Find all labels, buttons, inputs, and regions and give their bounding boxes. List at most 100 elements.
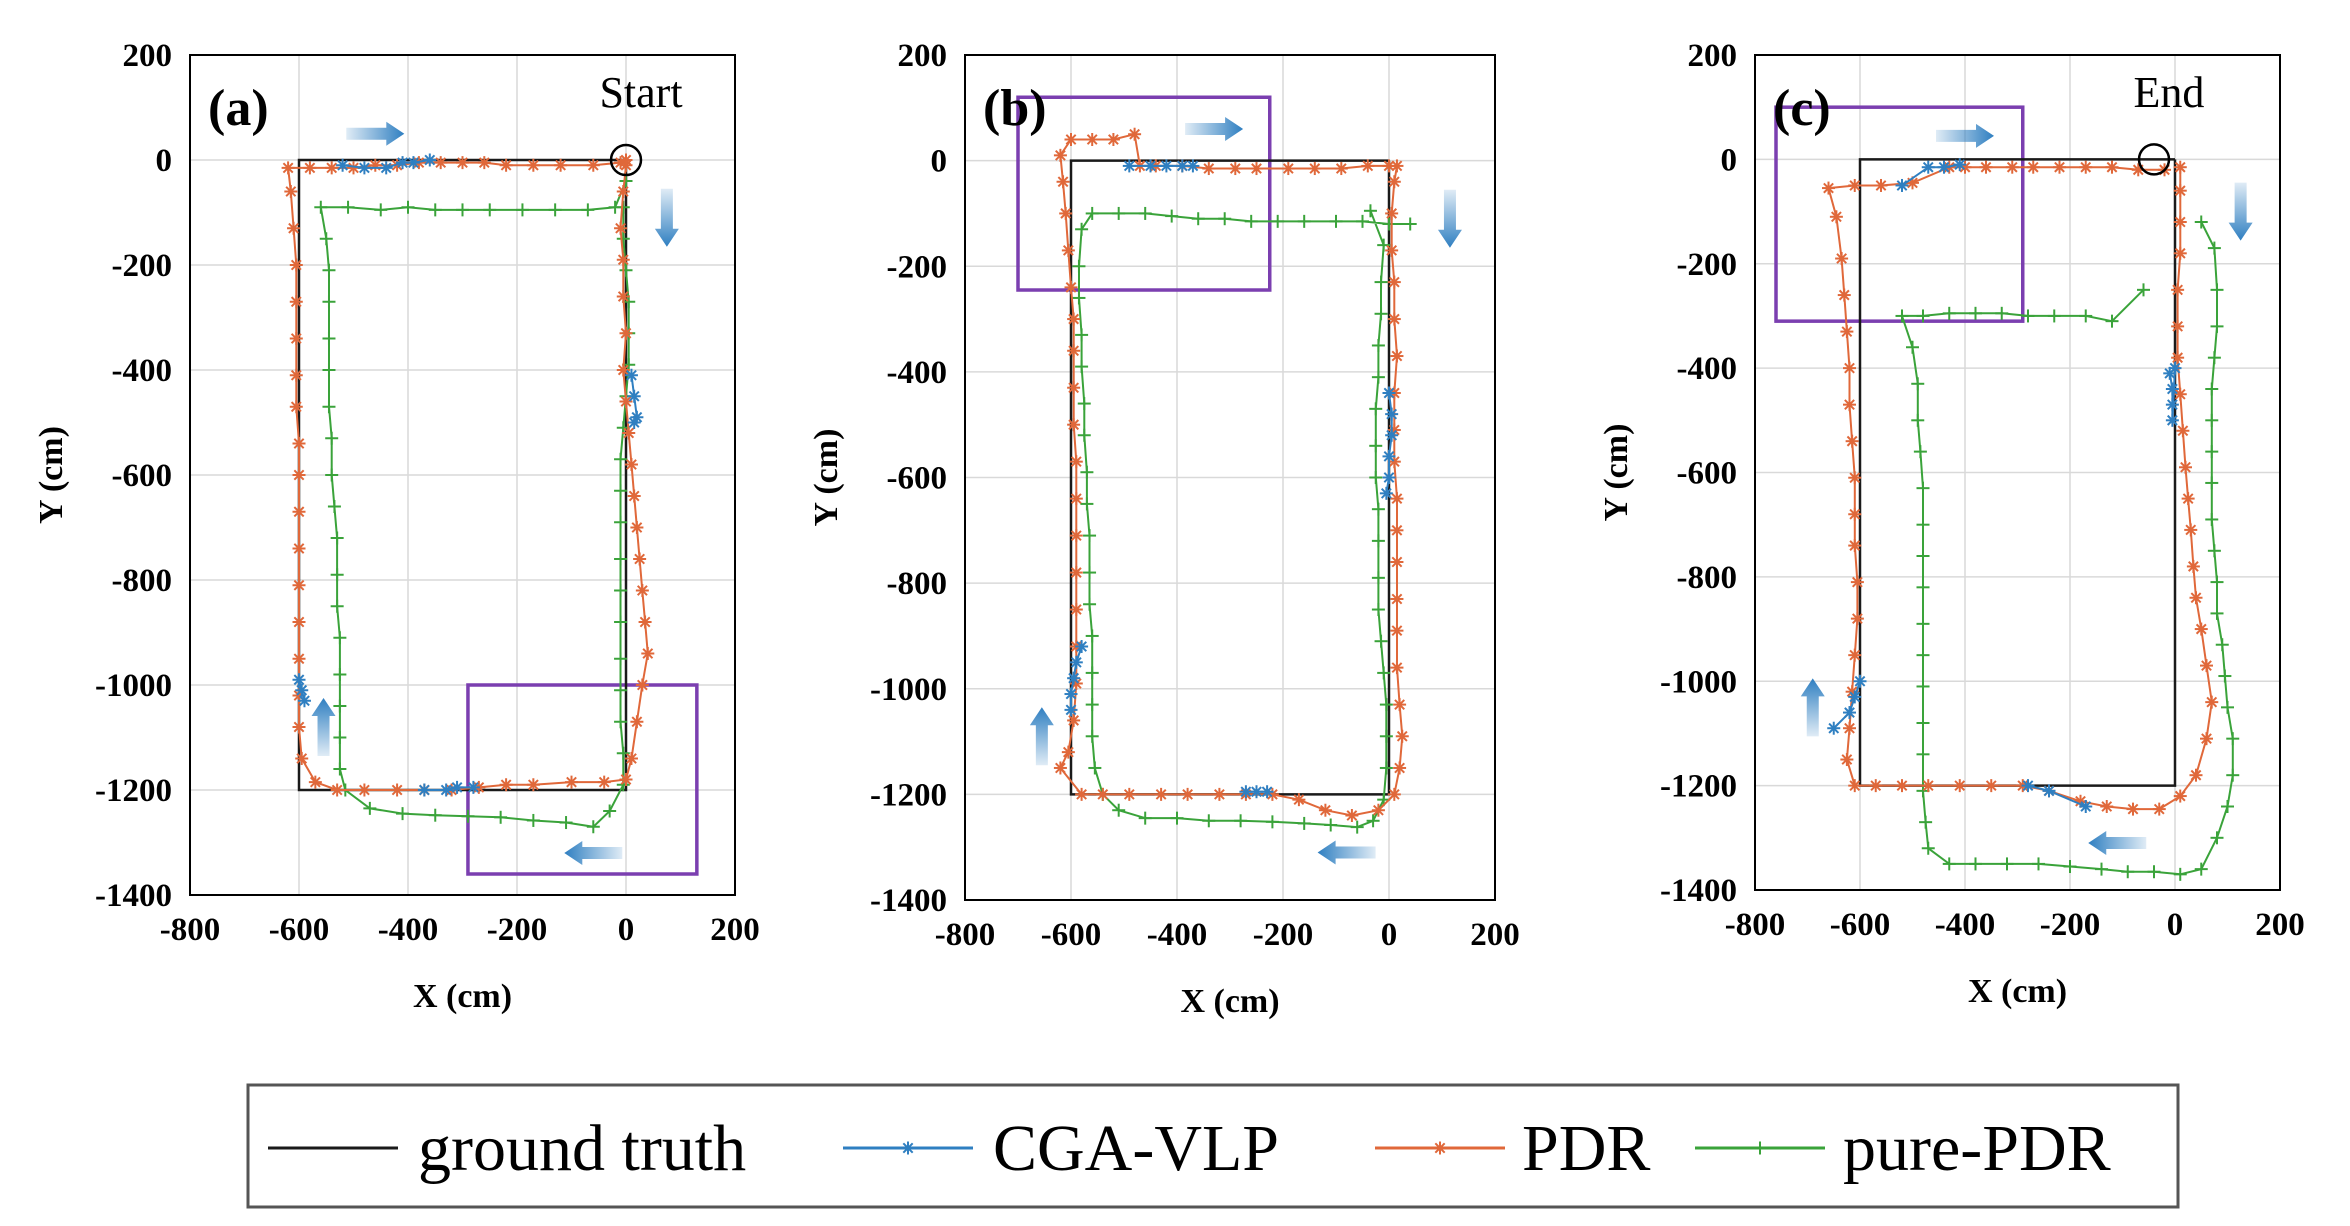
y-axis-label: Y (cm) <box>1598 424 1635 522</box>
data-point <box>630 715 644 729</box>
series-line <box>319 180 630 828</box>
data-point <box>292 615 306 629</box>
data-point <box>2173 160 2187 174</box>
data-point <box>1390 349 1404 363</box>
data-point <box>2205 445 2219 459</box>
data-point <box>1228 162 1242 176</box>
data-point <box>1085 698 1099 712</box>
data-point <box>1271 214 1285 228</box>
data-point <box>614 683 628 697</box>
y-tick-label: -800 <box>112 563 173 599</box>
data-point <box>1085 666 1099 680</box>
data-point <box>619 395 633 408</box>
series-cga-vlp <box>1064 159 1399 799</box>
data-point <box>1916 648 1930 662</box>
data-point <box>1067 418 1081 432</box>
y-tick-label: -1400 <box>870 883 947 919</box>
data-point <box>2021 309 2035 323</box>
data-point <box>1387 787 1401 801</box>
data-point <box>1085 206 1099 220</box>
data-point <box>2105 160 2119 174</box>
data-point <box>1212 787 1226 801</box>
data-point <box>1138 206 1152 220</box>
data-point <box>1845 434 1859 448</box>
panel-label: (a) <box>208 80 269 137</box>
data-point <box>1848 507 1862 521</box>
legend-marker-glyph <box>901 1141 915 1155</box>
data-point <box>330 568 344 582</box>
data-point <box>333 668 347 681</box>
data-point <box>336 158 350 172</box>
x-tick-label: -800 <box>160 912 221 948</box>
data-point <box>2210 319 2224 333</box>
data-point <box>616 185 630 198</box>
data-point <box>1895 178 1909 192</box>
data-point <box>2171 319 2185 333</box>
data-point <box>1350 820 1364 834</box>
data-point <box>1250 162 1263 176</box>
data-point <box>379 161 393 175</box>
highlight-box <box>1774 105 2025 323</box>
data-point <box>622 426 636 440</box>
data-point <box>1387 312 1401 326</box>
data-point <box>1969 306 1982 320</box>
data-point <box>1385 243 1399 257</box>
data-point <box>1374 307 1388 321</box>
data-point <box>1911 413 1925 427</box>
data-point <box>1385 206 1399 220</box>
x-tick-label: 0 <box>1381 917 1398 953</box>
data-point <box>1869 779 1883 793</box>
data-point <box>330 531 344 545</box>
y-tick-label: -600 <box>887 461 948 497</box>
x-axis-label: X (cm) <box>413 978 512 1015</box>
y-tick-label: -1200 <box>1660 769 1737 805</box>
data-point <box>630 521 644 534</box>
data-point <box>1369 402 1383 416</box>
series-line <box>297 158 628 792</box>
data-point <box>2005 160 2019 174</box>
data-point <box>2207 544 2221 558</box>
data-point <box>1371 502 1385 516</box>
data-point <box>1921 779 1935 793</box>
data-point <box>627 489 641 503</box>
data-point <box>2207 351 2221 365</box>
data-point <box>289 295 303 309</box>
data-point <box>466 780 480 794</box>
data-point <box>1848 779 1862 793</box>
data-point <box>1077 428 1091 442</box>
data-point <box>396 156 410 170</box>
data-point <box>526 158 540 172</box>
data-point <box>1390 159 1404 173</box>
data-point <box>1895 309 1909 323</box>
data-point <box>2168 361 2182 375</box>
data-point <box>2205 476 2219 490</box>
data-point <box>2137 283 2150 297</box>
data-point <box>1061 745 1075 759</box>
x-axis-label: X (cm) <box>1180 983 1279 1020</box>
data-point <box>1170 811 1184 825</box>
data-point <box>396 807 410 821</box>
data-point <box>308 775 322 789</box>
legend-marker-pdr <box>1433 1141 1447 1155</box>
data-point <box>1385 407 1399 421</box>
data-point <box>1390 492 1404 506</box>
data-point <box>1906 340 1919 354</box>
data-point <box>1827 721 1841 735</box>
data-point <box>2210 283 2224 297</box>
data-point <box>1916 617 1930 631</box>
data-point <box>1916 518 1930 532</box>
x-tick-label: 200 <box>1470 917 1520 953</box>
data-point <box>1361 159 1375 173</box>
panel-a: (a) Start -800 -600 -400 -200 0 200 200 0 -200 -… <box>33 38 760 1015</box>
data-point <box>616 253 630 267</box>
data-point <box>1080 497 1094 511</box>
data-point <box>638 615 652 629</box>
y-tick-label: -1000 <box>95 668 172 704</box>
data-point <box>1067 713 1081 727</box>
data-point <box>1260 785 1274 799</box>
data-point <box>2173 184 2187 198</box>
data-point <box>2210 831 2224 845</box>
x-tick-label: 200 <box>710 912 760 948</box>
data-point <box>2126 802 2140 816</box>
y-tick-label: 0 <box>156 143 173 179</box>
